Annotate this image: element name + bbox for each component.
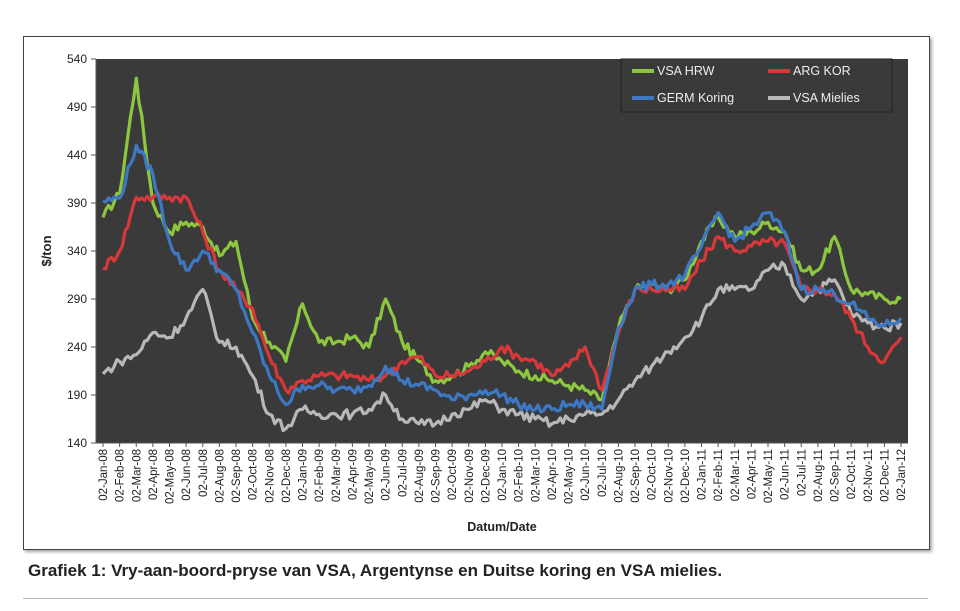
x-tick-label: 02-Mar-11 xyxy=(730,449,742,501)
line-chart: 140 190 240 290 340 390 440 490 540 $/ton 02-Jan-0… xyxy=(39,52,908,534)
x-tick-label: 02-Jun-08 xyxy=(181,449,193,501)
x-tick-label: 02-Dec-11 xyxy=(879,449,891,502)
legend-label: GERM Koring xyxy=(657,91,734,105)
series-line-vsa-hrw xyxy=(101,76,902,402)
legend-label: VSA Mielies xyxy=(793,91,860,105)
y-tick-label: 290 xyxy=(67,292,87,306)
x-tick-label: 02-Jan-09 xyxy=(298,449,310,501)
x-tick-label: 02-Feb-08 xyxy=(115,449,127,502)
x-tick-label: 02-Nov-10 xyxy=(663,449,675,503)
x-tick-label: 02-Jul-11 xyxy=(796,449,808,496)
series-line-vsa-mielies xyxy=(101,260,903,433)
x-tick-label: 02-Nov-08 xyxy=(264,449,276,503)
x-tick-label: 02-May-08 xyxy=(165,449,177,504)
x-tick-label: 02-Feb-11 xyxy=(713,449,725,501)
x-tick-label: 02-Jan-10 xyxy=(497,449,509,501)
x-tick-label: 02-Aug-09 xyxy=(414,449,426,503)
legend-label: ARG KOR xyxy=(793,64,851,78)
y-tick-label: 390 xyxy=(67,196,87,210)
y-axis-label: $/ton xyxy=(39,235,54,266)
x-tick-label: 02-Nov-09 xyxy=(464,449,476,503)
y-tick-label: 440 xyxy=(67,148,87,162)
x-tick-label: 02-Mar-08 xyxy=(131,449,143,502)
x-tick-label: 02-Aug-11 xyxy=(813,449,825,502)
x-tick-label: 02-Jan-11 xyxy=(697,449,709,500)
series-line-germ-koring xyxy=(102,143,903,414)
x-tick-label: 02-Oct-09 xyxy=(447,449,459,500)
x-tick-label: 02-Apr-10 xyxy=(547,449,559,500)
x-tick-label: 02-Apr-09 xyxy=(347,449,359,500)
x-tick-label: 02-Dec-09 xyxy=(480,449,492,503)
x-tick-label: 02-Sep-09 xyxy=(431,449,443,503)
x-tick-label: 02-Oct-11 xyxy=(846,449,858,499)
x-tick-label: 02-Apr-11 xyxy=(746,449,758,499)
x-tick-label: 02-Sep-11 xyxy=(830,449,842,502)
x-tick-label: 02-Jul-10 xyxy=(597,449,609,497)
figure-caption: Grafiek 1: Vry-aan-boord-pryse van VSA, … xyxy=(28,561,723,580)
x-tick-label: 02-Aug-08 xyxy=(214,449,226,503)
legend-label: VSA HRW xyxy=(657,64,715,78)
divider xyxy=(23,598,928,599)
x-tick-label: 02-Sep-08 xyxy=(231,449,243,503)
x-tick-label: 02-Jan-12 xyxy=(896,449,908,501)
plot-area xyxy=(96,59,908,443)
y-tick-label: 340 xyxy=(67,244,87,258)
x-tick-label: 02-Mar-09 xyxy=(331,449,343,502)
legend-box xyxy=(620,58,893,113)
y-tick-label: 540 xyxy=(67,52,87,66)
y-tick-label: 240 xyxy=(67,340,87,354)
legend: VSA HRW ARG KOR GERM Koring VSA Mielies xyxy=(620,58,893,113)
y-tick-label: 490 xyxy=(67,100,87,114)
x-tick-label: 02-May-09 xyxy=(364,449,376,504)
x-tick-label: 02-Jul-09 xyxy=(397,449,409,497)
x-tick-label: 02-Mar-10 xyxy=(530,449,542,502)
x-tick-label: 02-Apr-08 xyxy=(148,449,160,500)
x-tick-label: 02-Nov-11 xyxy=(863,449,875,502)
x-tick-label: 02-Aug-10 xyxy=(613,449,625,503)
x-tick-label: 02-Jun-11 xyxy=(780,449,792,500)
x-tick-label: 02-Dec-08 xyxy=(281,449,293,503)
x-tick-label: 02-Dec-10 xyxy=(680,449,692,503)
x-tick-label: 02-Jun-09 xyxy=(381,449,393,501)
x-tick-label: 02-Feb-09 xyxy=(314,449,326,502)
y-tick-label: 190 xyxy=(67,388,87,402)
x-tick-label: 02-May-10 xyxy=(564,449,576,504)
x-tick-label: 02-Jun-10 xyxy=(580,449,592,501)
x-tick-label: 02-Feb-10 xyxy=(514,449,526,502)
y-tick-label: 140 xyxy=(67,436,87,450)
x-tick-label: 02-Jan-08 xyxy=(98,449,110,501)
chart-frame: 140 190 240 290 340 390 440 490 540 $/ton 02-Jan-0… xyxy=(23,36,930,550)
x-tick-label: 02-Oct-08 xyxy=(248,449,260,500)
x-tick-label: 02-Oct-10 xyxy=(647,449,659,500)
x-tick-label: 02-May-11 xyxy=(763,449,775,503)
x-tick-label: 02-Jul-08 xyxy=(198,449,210,497)
x-tick-label: 02-Sep-10 xyxy=(630,449,642,503)
x-axis-label: Datum/Date xyxy=(467,520,537,534)
